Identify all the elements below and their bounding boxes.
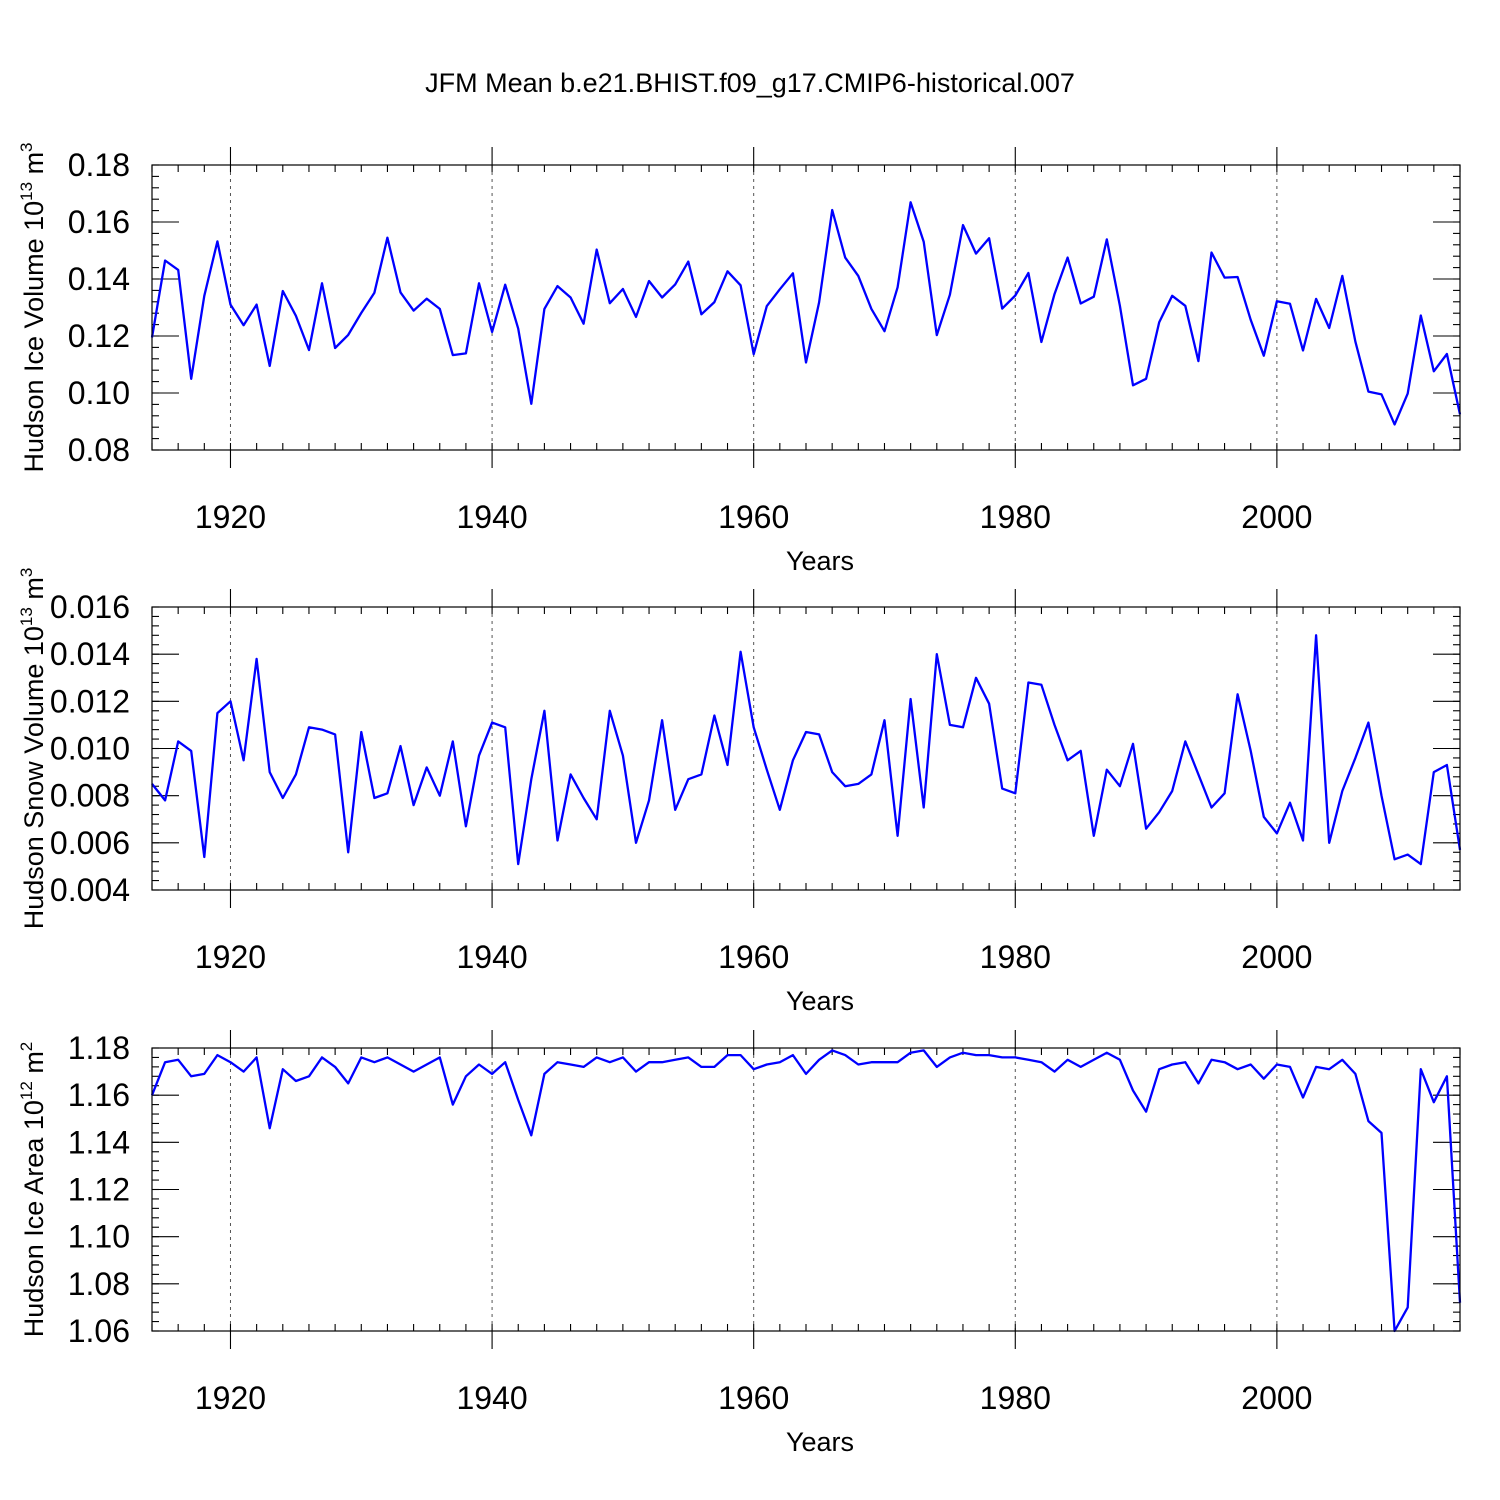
- snow-volume-plot-frame: [151, 606, 1461, 891]
- snow-volume-x-tick-label: 1920: [195, 939, 266, 975]
- ice-volume-y-axis-label: Hudson Ice Volume 1013 m3: [17, 142, 49, 472]
- ice-volume-series-line: [150, 201, 1462, 426]
- ice-area-y-tick-label: 1.18: [68, 1030, 130, 1066]
- snow-volume-y-axis-label: Hudson Snow Volume 1013 m3: [17, 568, 49, 930]
- snow-volume-y-axis-label-part: Hudson Snow Volume 10: [19, 626, 49, 929]
- ice-area-y-axis-label-part: 2: [17, 1042, 36, 1051]
- ice-volume-x-axis-label: Years: [786, 546, 854, 576]
- ice-area-y-axis-label-part: Hudson Ice Area 10: [19, 1100, 49, 1337]
- ice-area-x-tick-label: 1980: [980, 1380, 1051, 1416]
- ice-volume-y-tick-label: 0.16: [68, 204, 130, 240]
- ice-volume-y-axis-label-part: 3: [17, 142, 36, 151]
- snow-volume-y-tick-label: 0.012: [50, 683, 130, 719]
- snow-volume-x-tick-label: 1940: [456, 939, 527, 975]
- ice-area-x-tick-label: 1940: [456, 1380, 527, 1416]
- snow-volume-y-tick-label: 0.008: [50, 778, 130, 814]
- ice-area-plot-frame: [151, 1047, 1461, 1332]
- snow-volume-y-tick-label: 0.004: [50, 872, 130, 908]
- ice-area-x-tick-label: 1960: [718, 1380, 789, 1416]
- ice-area-y-tick-label: 1.10: [68, 1219, 130, 1255]
- ice-area-y-tick-label: 1.06: [68, 1313, 130, 1349]
- ice-volume-x-tick-label: 2000: [1241, 499, 1312, 535]
- snow-volume-x-tick-label: 1960: [718, 939, 789, 975]
- snow-volume-x-axis-label: Years: [786, 986, 854, 1016]
- ice-volume-y-tick-label: 0.12: [68, 318, 130, 354]
- ice-area-x-tick-label: 2000: [1241, 1380, 1312, 1416]
- snow-volume-y-tick-label: 0.014: [50, 636, 130, 672]
- ice-volume-x-tick-label: 1980: [980, 499, 1051, 535]
- ice-area-x-tick-label: 1920: [195, 1380, 266, 1416]
- snow-volume-y-tick-label: 0.006: [50, 825, 130, 861]
- snow-volume-y-axis-label-part: 13: [17, 607, 36, 626]
- snow-volume-y-axis-label-part: 3: [17, 568, 36, 577]
- figure-title: JFM Mean b.e21.BHIST.f09_g17.CMIP6-histo…: [425, 68, 1075, 98]
- ice-volume-x-tick-label: 1960: [718, 499, 789, 535]
- ice-volume-y-axis-label-part: Hudson Ice Volume 10: [19, 201, 49, 473]
- ice-volume-y-tick-label: 0.14: [68, 261, 130, 297]
- panel-snow-volume: 1920 1940 1960 1980 2000 0.004 0.006 0.008 0.010…: [17, 568, 1462, 1016]
- ice-area-y-tick-label: 1.14: [68, 1124, 130, 1160]
- panel-ice-volume: 1920 1940 1960 1980 2000 0.08 0.10 0.12 0.14 0.16…: [17, 142, 1462, 576]
- snow-volume-y-axis-label-part: m: [19, 577, 49, 607]
- ice-area-y-tick-label: 1.08: [68, 1266, 130, 1302]
- ice-volume-y-axis-label-part: m: [19, 152, 49, 182]
- ice-area-y-tick-label: 1.16: [68, 1077, 130, 1113]
- ice-volume-x-tick-label: 1940: [456, 499, 527, 535]
- ice-volume-y-tick-label: 0.10: [68, 375, 130, 411]
- snow-volume-y-tick-label: 0.016: [50, 589, 130, 625]
- ice-volume-y-tick-label: 0.18: [68, 147, 130, 183]
- panel-ice-area: 1920 1940 1960 1980 2000 1.06 1.08 1.10 1.12 1.14…: [17, 1030, 1462, 1457]
- ice-area-series-line: [150, 1049, 1462, 1333]
- ice-area-y-tick-label: 1.12: [68, 1172, 130, 1208]
- ice-area-y-axis-label-part: 12: [17, 1081, 36, 1100]
- ice-area-y-axis-label: Hudson Ice Area 1012 m2: [17, 1042, 49, 1338]
- snow-volume-x-tick-label: 2000: [1241, 939, 1312, 975]
- ice-volume-x-tick-label: 1920: [195, 499, 266, 535]
- ice-volume-y-tick-label: 0.08: [68, 432, 130, 468]
- ice-area-y-axis-label-part: m: [19, 1051, 49, 1081]
- ice-volume-plot-frame: [151, 164, 1461, 451]
- snow-volume-series-line: [151, 634, 1462, 866]
- snow-volume-y-tick-label: 0.010: [50, 731, 130, 767]
- ice-area-x-axis-label: Years: [786, 1427, 854, 1457]
- ice-volume-y-axis-label-part: 13: [17, 182, 36, 201]
- snow-volume-x-tick-label: 1980: [980, 939, 1051, 975]
